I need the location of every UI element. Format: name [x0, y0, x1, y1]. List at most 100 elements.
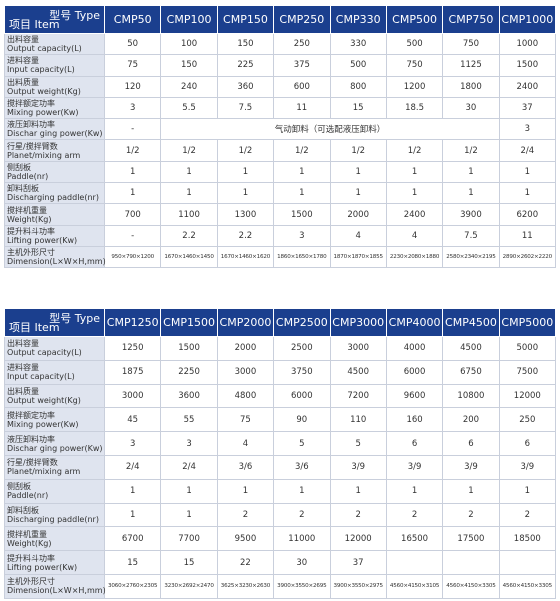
value-cell: 1500	[498, 54, 557, 77]
value-cell: 3	[103, 96, 162, 120]
label-en: Paddle(nr)	[7, 171, 49, 181]
model-header: CMP150	[216, 5, 275, 34]
value-cell: 3	[273, 224, 331, 247]
label-zh: 提升料斗功率	[7, 226, 55, 236]
spec-row: 侧刮板 Paddle(nr) 1 1 1 1 1 1 1 1	[4, 160, 557, 184]
value-cell: 6200	[498, 203, 557, 226]
spec-row: 侧刮板 Paddle(nr) 1 1 1 1 1 1 1 1	[4, 478, 557, 504]
label-en: Lifting power(Kw)	[7, 562, 78, 572]
label-zh: 行星/搅拌臂数	[7, 458, 58, 468]
value-cell: 6	[498, 431, 557, 456]
row-label: 卸料刮板 Discharging paddle(nr)	[4, 182, 105, 205]
value-cell: 2000	[329, 203, 387, 226]
spec-row: 出料质量 Output weight(Kg) 3000 3600 4800 6000 720…	[4, 383, 557, 409]
value-cell: 75	[103, 54, 162, 77]
label-en: Discharging paddle(nr)	[7, 193, 99, 203]
value-cell: 17500	[442, 526, 500, 552]
label-zh: 搅拌机重量	[7, 529, 47, 539]
label-en: Dischar ging power(Kw)	[7, 129, 103, 139]
value-cell: 3750	[273, 359, 331, 385]
label-zh: 行星/搅拌臂数	[7, 141, 58, 151]
value-cell: 1	[329, 182, 387, 205]
value-cell: 330	[329, 32, 387, 56]
type-label: 型号 Type	[49, 9, 100, 22]
row-label: 进料容量 Input capacity(L)	[4, 54, 105, 77]
value-cell: 11	[498, 224, 557, 247]
value-cell: 1	[442, 478, 500, 504]
spec-row: 行星/搅拌臂数 Planet/mixing arm 1/2 1/2 1/2 1/2 1/2 1…	[4, 139, 557, 162]
row-label: 侧刮板 Paddle(nr)	[4, 160, 105, 184]
value-cell: 9500	[216, 526, 275, 552]
label-en: Output weight(Kg)	[7, 395, 81, 405]
value-cell: 160	[385, 407, 444, 433]
model-header: CMP750	[442, 5, 500, 34]
row-label: 出料容量 Output capacity(L)	[4, 32, 105, 56]
value-cell: 800	[329, 75, 387, 98]
value-cell: 7.5	[216, 96, 275, 120]
value-cell: 360	[216, 75, 275, 98]
value-cell: 1	[329, 478, 387, 504]
value-cell: 1	[160, 160, 218, 184]
value-cell: 500	[385, 32, 444, 56]
row-label: 行星/搅拌臂数 Planet/mixing arm	[4, 454, 105, 480]
value-cell: 1670×1460×1450	[160, 245, 218, 269]
row-label: 搅拌额定功率 Mixing power(Kw)	[4, 96, 105, 120]
value-cell: 4000	[385, 336, 444, 361]
model-header: CMP1000	[498, 5, 557, 34]
value-cell: 18500	[498, 526, 557, 552]
spec-row: 出料质量 Output weight(Kg) 120 240 360 600 800 1200…	[4, 75, 557, 98]
label-zh: 出料质量	[7, 77, 39, 87]
value-cell: 3	[498, 118, 557, 141]
value-cell: 110	[329, 407, 387, 433]
value-cell: 1	[329, 160, 387, 184]
label-en: Dimension(L×W×H,mm)	[7, 257, 106, 267]
model-header: CMP2500	[273, 308, 331, 337]
value-cell: 3900	[442, 203, 500, 226]
value-cell	[385, 550, 444, 575]
value-cell: 11	[273, 96, 331, 120]
value-cell: 2500	[273, 336, 331, 361]
value-cell: 1	[103, 182, 162, 205]
value-cell: 3	[160, 431, 218, 456]
value-cell: 3230×2692×2470	[160, 573, 218, 599]
spec-row: 搅拌额定功率 Mixing power(Kw) 3 5.5 7.5 11 15 18.5 30 3…	[4, 96, 557, 120]
value-cell: 2	[498, 502, 557, 528]
row-label: 液压卸料功率 Dischar ging power(Kw)	[4, 431, 105, 456]
value-cell: 15	[160, 550, 218, 575]
value-cell: 1000	[498, 32, 557, 56]
label-zh: 搅拌额定功率	[7, 99, 55, 109]
model-header: CMP5000	[498, 308, 557, 337]
value-cell: 4560×4150×3105	[385, 573, 444, 599]
value-cell: 55	[160, 407, 218, 433]
value-cell: 1670×1460×1620	[216, 245, 275, 269]
value-cell: -	[103, 224, 162, 247]
value-cell: 4	[216, 431, 275, 456]
value-cell: 1875	[103, 359, 162, 385]
spec-table: 型号 Type 项目 Item CMP50 CMP100 CMP150 CMP250 CMP…	[4, 5, 557, 269]
value-cell: 11000	[273, 526, 331, 552]
value-cell: 气动卸料（可选配液压卸料）	[160, 118, 500, 141]
value-cell: 2580×2340×2195	[442, 245, 500, 269]
value-cell: 600	[273, 75, 331, 98]
value-cell: 3/6	[216, 454, 275, 480]
row-label: 液压卸料功率 Dischar ging power(Kw)	[4, 118, 105, 141]
value-cell: 75	[216, 407, 275, 433]
value-cell: 1/2	[442, 139, 500, 162]
value-cell: 700	[103, 203, 162, 226]
value-cell: 1	[385, 478, 444, 504]
value-cell: 1870×1870×1855	[329, 245, 387, 269]
value-cell: 1860×1650×1780	[273, 245, 331, 269]
label-zh: 出料容量	[7, 35, 39, 45]
value-cell: 6	[442, 431, 500, 456]
value-cell: 1250	[103, 336, 162, 361]
spec-row: 提升料斗功率 Lifting power(Kw) 15 15 22 30 37	[4, 550, 557, 575]
row-label: 搅拌额定功率 Mixing power(Kw)	[4, 407, 105, 433]
value-cell: 1	[385, 182, 444, 205]
value-cell: 4500	[442, 336, 500, 361]
value-cell: 3000	[329, 336, 387, 361]
row-label: 出料容量 Output capacity(L)	[4, 336, 105, 361]
value-cell: 37	[329, 550, 387, 575]
label-en: Output weight(Kg)	[7, 86, 81, 96]
row-label: 主机外形尺寸 Dimension(L×W×H,mm)	[4, 245, 106, 269]
